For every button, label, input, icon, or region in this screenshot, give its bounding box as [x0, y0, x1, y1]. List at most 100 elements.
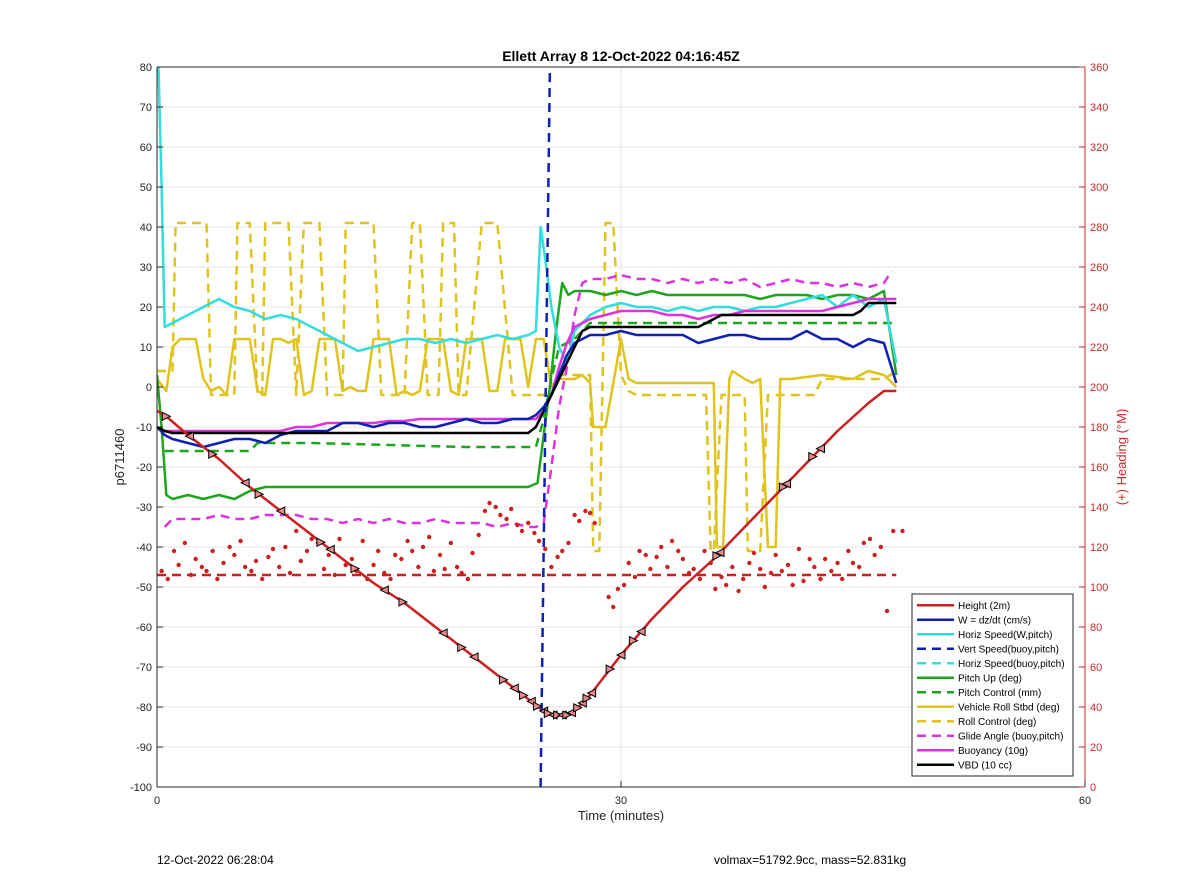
- heading-point: [549, 564, 554, 570]
- legend-label: VBD (10 cc): [958, 760, 1012, 771]
- y-tick-label: -90: [136, 742, 152, 754]
- heading-point: [532, 530, 537, 536]
- footer-vehicle-params: volmax=51792.9cc, mass=52.831kg: [714, 853, 907, 867]
- y-tick-label: 40: [140, 222, 152, 234]
- heading-point: [420, 544, 426, 550]
- heading-point: [723, 582, 729, 588]
- legend-label: Horiz Speed(W,pitch): [958, 630, 1052, 641]
- y-tick-label: 20: [140, 302, 152, 314]
- heading-point: [702, 548, 707, 554]
- heading-point: [719, 574, 724, 580]
- legend-label: Glide Angle (buoy,pitch): [958, 731, 1063, 742]
- legend-label: Vert Speed(buoy,pitch): [958, 644, 1059, 655]
- heading-point: [321, 566, 327, 572]
- heading-point: [654, 554, 659, 560]
- series-glide-angle-buoy-pitch: [163, 270, 893, 529]
- heading-point: [188, 572, 194, 578]
- heading-point: [577, 518, 582, 524]
- y-tick-label: -70: [136, 662, 152, 674]
- heading-point: [713, 586, 718, 592]
- heading-point: [801, 578, 806, 584]
- heading-point: [822, 556, 828, 562]
- legend-label: Buoyancy (10g): [958, 746, 1028, 757]
- heading-point: [796, 546, 802, 552]
- y-tick-label: -60: [136, 622, 152, 634]
- y2-tick-label: 200: [1090, 382, 1108, 394]
- height-marker: [208, 449, 218, 460]
- heading-point: [375, 548, 381, 554]
- height-marker: [457, 642, 467, 653]
- series-group: [157, 67, 905, 787]
- heading-point: [850, 560, 856, 566]
- heading-point: [343, 562, 348, 568]
- heading-point: [416, 564, 421, 570]
- heading-point: [606, 594, 611, 600]
- y-tick-label: 60: [140, 142, 152, 154]
- heading-point: [259, 576, 265, 582]
- heading-point: [680, 556, 686, 562]
- heading-point: [437, 552, 443, 558]
- series-horiz-speed-w-pitch: [157, 67, 898, 365]
- heading-point: [459, 570, 464, 576]
- y-tick-label: -20: [136, 462, 152, 474]
- y-tick-label: 0: [146, 382, 152, 394]
- height-marker: [562, 710, 572, 720]
- height-marker: [605, 664, 616, 674]
- x-tick-label: 60: [1079, 795, 1091, 807]
- series-roll-control-deg: [157, 221, 897, 553]
- series-pitch-control-mm: [164, 321, 897, 453]
- x-tick-label: 0: [154, 795, 160, 807]
- heading-point: [253, 558, 259, 564]
- heading-point: [270, 546, 276, 552]
- height-marker: [635, 626, 646, 637]
- y-tick-label: 10: [140, 342, 152, 354]
- height-marker: [398, 597, 409, 607]
- heading-point: [431, 568, 437, 574]
- heading-point: [751, 550, 757, 556]
- series-pitch-up-deg: [157, 281, 898, 501]
- heading-point: [807, 556, 812, 562]
- heading-point: [298, 558, 304, 564]
- heading-point: [332, 572, 338, 578]
- height-marker: [712, 550, 723, 561]
- legend-label: Pitch Up (deg): [958, 673, 1022, 684]
- height-marker: [498, 674, 509, 685]
- heading-point: [238, 538, 243, 544]
- heading-point: [266, 554, 271, 560]
- heading-point: [193, 556, 198, 562]
- heading-point: [232, 552, 237, 558]
- y-tick-label: 30: [140, 262, 152, 274]
- legend-label: Pitch Control (mm): [958, 688, 1041, 699]
- height-marker: [628, 635, 639, 646]
- heading-point: [405, 538, 410, 544]
- height-marker: [615, 650, 626, 660]
- height-marker: [468, 652, 479, 662]
- heading-point: [171, 548, 177, 554]
- y-tick-label: 50: [140, 182, 152, 194]
- y-tick-label: -10: [136, 422, 152, 434]
- heading-point: [504, 516, 509, 522]
- heading-point: [884, 608, 890, 614]
- y-axis-label: p6711460: [112, 429, 127, 486]
- heading-point: [659, 544, 664, 550]
- heading-point: [790, 582, 795, 588]
- heading-point: [442, 566, 447, 572]
- heading-point: [294, 528, 299, 534]
- heading-point: [900, 528, 905, 534]
- y2-tick-label: 240: [1090, 302, 1108, 314]
- footer-timestamp: 12-Oct-2022 06:28:04: [157, 853, 274, 867]
- height-marker: [184, 431, 194, 442]
- legend-label: Height (2m): [958, 601, 1010, 612]
- legend-label: Vehicle Roll Stbd (deg): [958, 702, 1060, 713]
- height-marker: [240, 477, 250, 488]
- height-marker: [316, 537, 327, 548]
- heading-point: [465, 576, 471, 582]
- heading-point: [276, 564, 282, 570]
- heading-point: [665, 564, 670, 570]
- heading-point: [785, 562, 791, 568]
- heading-point: [740, 576, 746, 582]
- heading-point: [697, 576, 703, 582]
- height-marker: [275, 506, 286, 516]
- heading-point: [536, 538, 542, 544]
